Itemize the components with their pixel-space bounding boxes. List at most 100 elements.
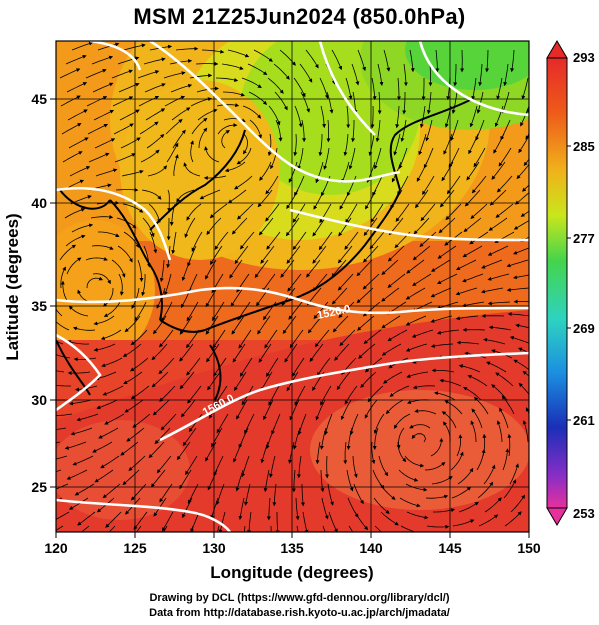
streamline [148,203,161,223]
streamline [503,479,517,499]
streamline [102,385,124,396]
streamline [367,385,384,403]
streamline [452,519,475,527]
streamline [86,96,108,107]
streamline [345,77,353,100]
streamline [266,231,281,250]
streamline [111,259,126,278]
streamline [291,357,305,377]
streamline [415,189,429,209]
streamline [320,469,325,493]
streamline [234,175,253,190]
streamline [430,315,453,323]
streamline [418,133,427,156]
streamline [275,119,283,142]
y-tick-marks [50,98,56,488]
streamline [288,301,303,320]
streamline [154,427,171,445]
streamline [185,455,198,476]
streamline [164,95,186,107]
streamline [499,407,509,429]
streamline [509,463,520,485]
streamline [522,420,529,443]
streamline [525,407,529,415]
streamline [339,189,351,210]
streamline [476,448,486,471]
streamline [302,511,309,532]
streamline [291,469,296,493]
streamline [485,49,490,73]
streamline [257,315,271,335]
colorbar: 293 285 277 269 261 253 [546,40,595,526]
streamline [257,189,273,208]
streamline [346,105,351,129]
streamline [463,217,482,232]
streamline [201,49,225,54]
streamline [406,259,425,274]
streamline [118,273,124,296]
streamline [265,203,280,222]
streamline [118,82,140,93]
streamline [405,287,426,300]
streamline [66,340,90,345]
streamline [292,427,301,450]
streamline [86,276,104,289]
streamline [265,427,275,450]
streamline [56,469,62,473]
streamline [473,147,486,168]
streamline [352,455,358,478]
streamline [398,469,419,482]
streamline [471,175,487,194]
streamline [56,427,67,430]
streamline [233,441,243,463]
streamline [179,469,192,490]
streamline [346,427,353,450]
streamline [145,108,166,121]
streamline [487,245,509,256]
streamline [430,437,444,457]
streamline [139,121,159,135]
streamline [395,203,410,222]
streamline [450,451,464,471]
streamline [138,95,160,107]
streamline [80,525,90,532]
streamline [396,77,401,101]
x-axis-label: Longitude (degrees) [210,563,373,582]
streamline [506,259,529,268]
colorbar-bottom-arrow [546,507,568,526]
colorbar-label: 293 [573,50,595,65]
streamline [142,217,155,238]
streamline [294,385,306,406]
streamline [92,441,113,453]
streamline [268,385,280,406]
streamline [469,105,478,128]
streamline [372,427,379,450]
streamline [69,166,91,177]
streamline [59,244,77,261]
streamline [314,329,330,348]
streamline [67,371,91,376]
streamline [434,391,456,401]
streamline [513,274,529,280]
streamline [328,511,338,532]
streamline [406,371,429,378]
streamline [85,69,107,79]
streamline [313,189,325,210]
streamline [130,385,150,400]
streamline [66,469,88,480]
streamline [307,315,323,334]
streamline [141,189,162,200]
streamline [248,91,268,105]
streamline [182,497,193,519]
streamline [383,371,403,384]
streamline [296,525,299,532]
streamline [284,343,298,363]
streamline [164,273,172,296]
streamline [340,399,352,421]
streamline [247,63,268,76]
streamline [247,511,252,532]
streamline [204,146,220,163]
streamline [343,441,348,465]
streamline [191,117,208,135]
